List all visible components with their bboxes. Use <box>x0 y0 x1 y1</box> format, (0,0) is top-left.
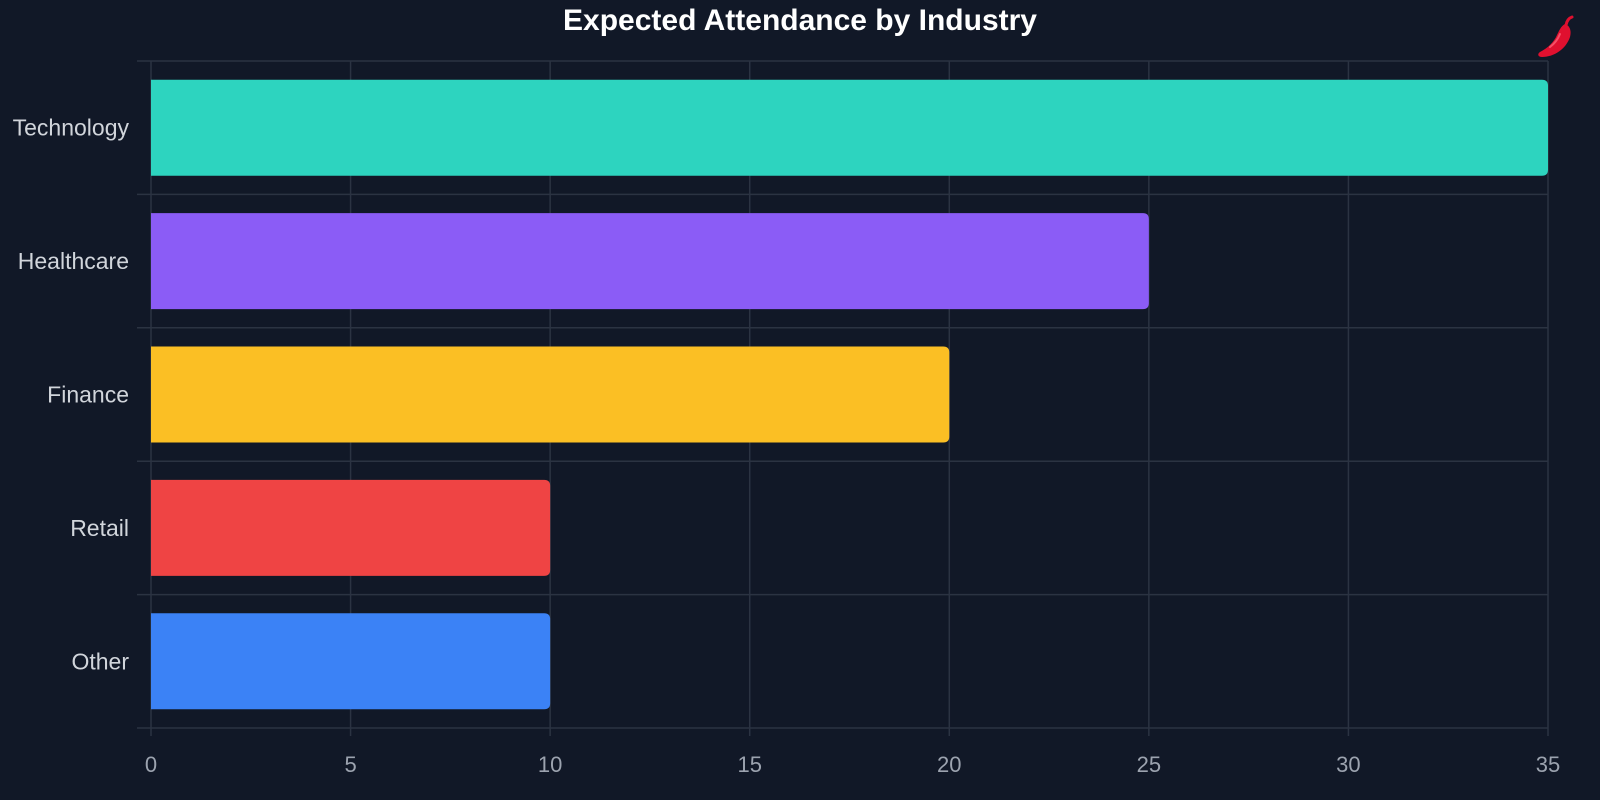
x-tick-label: 5 <box>344 752 356 777</box>
chart-title: Expected Attendance by Industry <box>563 4 1037 37</box>
bar-retail[interactable] <box>151 479 551 576</box>
x-tick-label: 30 <box>1336 752 1360 777</box>
value-axis: 0 5 10 15 20 25 30 35 <box>145 752 1560 777</box>
bar-technology[interactable] <box>151 79 1548 176</box>
category-label: Healthcare <box>18 248 129 274</box>
x-tick-label: 20 <box>937 752 961 777</box>
x-tick-label: 15 <box>737 752 761 777</box>
chili-pepper-body <box>1538 24 1571 57</box>
x-tick-label: 25 <box>1137 752 1161 777</box>
bar-other[interactable] <box>151 613 551 710</box>
category-axis: Technology Healthcare Finance Retail Other <box>13 115 130 675</box>
x-tick-label: 10 <box>538 752 562 777</box>
chili-pepper-icon <box>1538 15 1574 57</box>
bar-finance[interactable] <box>151 346 950 443</box>
category-label: Finance <box>47 382 129 408</box>
bars <box>151 79 1548 710</box>
category-label: Other <box>71 648 129 674</box>
x-tick-label: 35 <box>1536 752 1560 777</box>
bar-healthcare[interactable] <box>151 213 1149 310</box>
category-label: Retail <box>70 515 129 541</box>
category-label: Technology <box>13 115 130 141</box>
x-tick-label: 0 <box>145 752 157 777</box>
chili-pepper-stem <box>1564 15 1574 27</box>
chili-pepper-highlight <box>1549 33 1561 48</box>
